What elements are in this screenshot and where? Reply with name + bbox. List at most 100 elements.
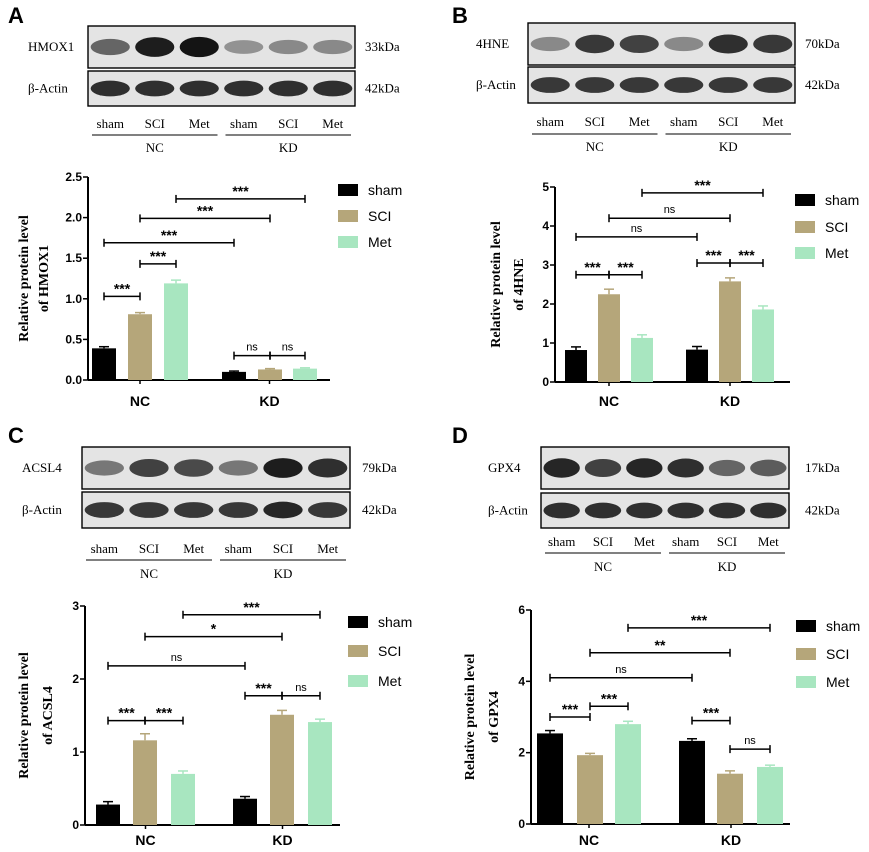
blot-kda-label: 42kDa (362, 502, 397, 517)
bar-chart: 0.0 0.5 1.0 1.5 2.0 2.5 Relative protein level… (17, 170, 402, 409)
blot-band (313, 39, 353, 55)
significance-bracket: *** (641, 177, 764, 197)
lane-label: SCI (593, 534, 613, 549)
blot-frame (527, 66, 796, 104)
blot-band (619, 34, 659, 54)
legend-swatch-sham (796, 620, 816, 632)
blot-protein-label: β-Actin (476, 77, 516, 92)
bar-sci (270, 714, 294, 825)
blot-band (575, 34, 615, 54)
y-tick-label: 2.0 (65, 211, 82, 225)
blot-band (129, 458, 169, 478)
significance-label: ns (744, 735, 756, 747)
legend: sham SCI Met (795, 192, 859, 261)
blot-band (90, 80, 130, 97)
blot-row-1: β-Actin 42kDa (488, 492, 840, 529)
blot-band (543, 502, 580, 519)
significance-label: ns (282, 342, 294, 354)
blot-band (224, 80, 264, 97)
blot-band (218, 460, 258, 476)
blot-row-1: β-Actin 42kDa (22, 491, 397, 529)
bar-met (171, 773, 195, 825)
blot-frame (81, 491, 351, 529)
lane-label: Met (322, 116, 343, 131)
bar-sci (133, 740, 157, 825)
blot-band (308, 502, 348, 518)
y-tick-label: 3 (542, 258, 549, 272)
blot-frame (540, 446, 790, 490)
group-label: NC (586, 139, 604, 154)
y-tick-label: 4 (518, 674, 525, 688)
x-category-label: NC (599, 393, 619, 409)
bar-sham (96, 804, 120, 825)
blot-kda-label: 33kDa (365, 39, 400, 54)
y-tick-label: 0 (542, 375, 549, 389)
blot-band (174, 459, 214, 477)
legend-swatch-sham (338, 184, 358, 196)
blot-row-1: β-Actin 42kDa (28, 70, 400, 107)
lane-label: Met (634, 534, 655, 549)
blot-band (667, 502, 704, 519)
bar-sham (222, 371, 246, 380)
significance-bracket: *** (182, 599, 321, 619)
blot-kda-label: 42kDa (365, 81, 400, 96)
blot-band (584, 502, 622, 519)
significance-bracket: *** (589, 690, 629, 711)
y-tick-label: 3 (72, 599, 79, 613)
legend-swatch-sci (348, 645, 368, 657)
y-tick-label: 2 (518, 746, 525, 760)
blot-band (263, 501, 303, 519)
blot-protein-label: β-Actin (28, 81, 68, 96)
blot-kda-label: 42kDa (805, 503, 840, 518)
blot-band (626, 502, 663, 519)
x-category-label: KD (721, 832, 741, 848)
lane-label: sham (670, 114, 697, 129)
legend-label: sham (378, 614, 412, 630)
lane-label: Met (758, 534, 779, 549)
bar-sci (719, 281, 741, 382)
legend-swatch-met (796, 676, 816, 688)
significance-label: *** (255, 680, 272, 696)
lane-label: sham (91, 541, 118, 556)
blot-band (263, 458, 303, 478)
y-axis-label: of 4HNE (512, 258, 527, 311)
y-axis-label: Relative protein level (463, 654, 478, 781)
legend: sham SCI Met (796, 618, 860, 690)
y-axis-label: of ACSL4 (41, 686, 56, 745)
blot-band (667, 458, 704, 478)
blot-frame (81, 446, 351, 490)
blot-band (708, 459, 746, 477)
lane-label: SCI (145, 116, 165, 131)
bar-met (631, 337, 653, 382)
bar-met (615, 724, 641, 824)
x-category-label: NC (135, 832, 155, 848)
blot-band (626, 458, 663, 478)
bar-met (164, 283, 188, 380)
lane-label: sham (225, 541, 252, 556)
significance-label: *** (232, 183, 249, 199)
group-label: KD (719, 139, 738, 154)
significance-bracket: *** (107, 705, 146, 725)
lane-label: sham (97, 116, 124, 131)
significance-label: *** (601, 690, 618, 706)
group-label: KD (274, 566, 293, 581)
significance-bracket: *** (244, 680, 283, 700)
y-tick-label: 0 (72, 818, 79, 832)
y-axis-label: Relative protein level (489, 221, 504, 348)
lane-label: sham (537, 114, 564, 129)
blot-protein-label: ACSL4 (22, 460, 62, 475)
blot-band (135, 80, 175, 97)
significance-label: ns (171, 652, 183, 664)
significance-label: ns (246, 342, 258, 354)
bar-sham (565, 350, 587, 382)
blot-band (664, 36, 704, 52)
blot-row-0: GPX4 17kDa (488, 446, 840, 490)
significance-bracket: ns (549, 664, 693, 682)
legend-swatch-sci (796, 648, 816, 660)
bar-sci (717, 773, 743, 824)
group-label: KD (718, 559, 737, 574)
blot-kda-label: 70kDa (805, 36, 840, 51)
blot-band (268, 80, 308, 97)
bar-met (757, 766, 783, 824)
panel-d: D GPX4 17kDa β-Actin 42kDa sham SCI Met sham SCI M… (452, 423, 860, 848)
